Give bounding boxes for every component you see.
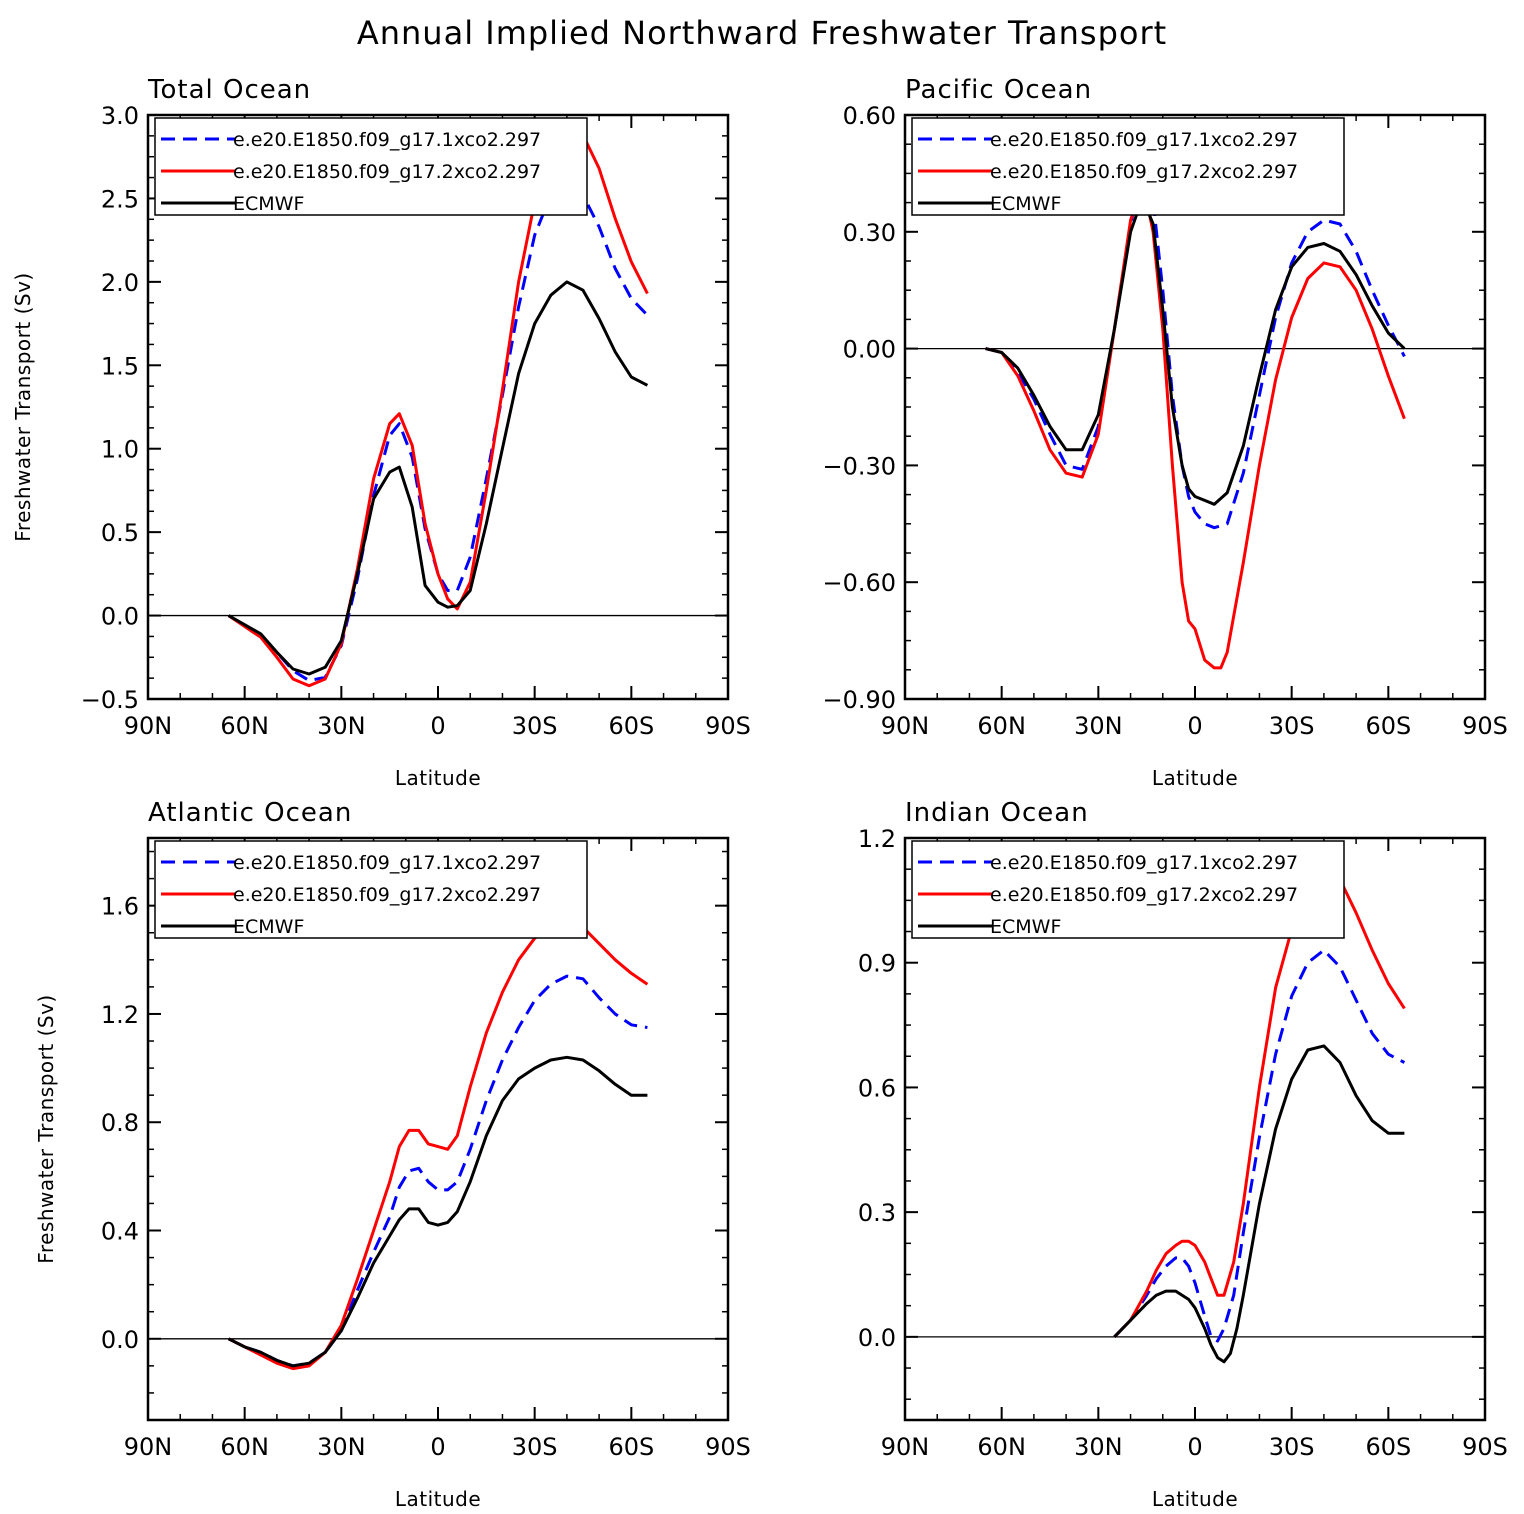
indian-x-axis-label: Latitude: [1152, 1487, 1238, 1511]
pacific-legend-label: e.e20.E1850.f09_g17.1xco2.297: [990, 129, 1298, 151]
atlantic-panel-title: Atlantic Ocean: [148, 798, 352, 828]
indian-x-tick-label: 30S: [1269, 1433, 1315, 1461]
atlantic-legend: [154, 840, 588, 939]
total-legend-label: e.e20.E1850.f09_g17.2xco2.297: [233, 161, 541, 183]
atlantic-y-tick-label: 1.2: [101, 1001, 139, 1029]
indian-panel: Indian Ocean 0.0 0.3 0.6 0.9 1.2 90N 60N 30N 0 30S…: [858, 798, 1508, 1511]
indian-y-tick-label: 1.2: [858, 825, 896, 853]
indian-y-tick-label: 0.9: [858, 950, 896, 978]
indian-legend: [911, 840, 1345, 939]
total-y-tick-label: 2.5: [101, 185, 139, 213]
pacific-panel-title: Pacific Ocean: [905, 75, 1092, 105]
pacific-panel: Pacific Ocean −0.90 −0.60 −0.30 0.00 0.30 0.60…: [822, 75, 1507, 790]
indian-x-tick-label: 90S: [1462, 1433, 1508, 1461]
total-series-ecmwf-line: [227, 280, 649, 676]
pacific-series-ecmwf-line: [985, 203, 1406, 506]
total-y-axis-label: Freshwater Transport (Sv): [11, 272, 35, 541]
atlantic-legend-label: ECMWF: [233, 916, 304, 938]
atlantic-x-tick-label: 60S: [608, 1433, 654, 1461]
total-y-tick-label: 3.0: [101, 102, 139, 130]
indian-legend-label: e.e20.E1850.f09_g17.2xco2.297: [990, 884, 1298, 906]
indian-x-tick-label: 60N: [977, 1433, 1026, 1461]
indian-y-tick-label: 0.3: [858, 1199, 896, 1227]
atlantic-x-tick-label: 60N: [220, 1433, 269, 1461]
atlantic-y-tick-label: 0.4: [101, 1218, 139, 1246]
indian-legend-label: e.e20.E1850.f09_g17.1xco2.297: [990, 852, 1298, 874]
atlantic-x-tick-label: 90N: [124, 1433, 173, 1461]
atlantic-y-tick-label: 1.6: [101, 893, 139, 921]
total-legend: [154, 117, 588, 216]
atlantic-legend-label: e.e20.E1850.f09_g17.2xco2.297: [233, 884, 541, 906]
total-y-tick-label: 1.5: [101, 352, 139, 380]
indian-x-tick-label: 90N: [881, 1433, 930, 1461]
pacific-x-tick-label: 90S: [1462, 712, 1508, 740]
total-x-tick-label: 30S: [512, 712, 558, 740]
atlantic-x-tick-label: 0: [430, 1433, 445, 1461]
total-x-tick-label: 60N: [220, 712, 269, 740]
total-legend-label: e.e20.E1850.f09_g17.1xco2.297: [233, 129, 541, 151]
indian-legend-label: ECMWF: [990, 916, 1061, 938]
total-series-run1-line: [227, 178, 649, 683]
atlantic-plot-frame: [146, 836, 730, 1422]
total-x-tick-label: 0: [430, 712, 445, 740]
pacific-x-tick-label: 30S: [1269, 712, 1315, 740]
total-y-tick-label: 1.0: [101, 436, 139, 464]
total-legend-label: ECMWF: [233, 193, 304, 215]
total-x-tick-label: 30N: [317, 712, 366, 740]
pacific-legend-label: e.e20.E1850.f09_g17.2xco2.297: [990, 161, 1298, 183]
indian-series-ecmwf-line: [1113, 1044, 1405, 1364]
atlantic-series-run2-line: [227, 917, 649, 1371]
total-y-tick-label: 0.0: [101, 603, 139, 631]
pacific-y-tick-label: −0.90: [822, 686, 896, 714]
pacific-y-tick-label: 0.30: [843, 219, 896, 247]
pacific-x-tick-label: 0: [1187, 712, 1202, 740]
pacific-y-tick-label: −0.60: [822, 569, 896, 597]
pacific-x-tick-label: 30N: [1074, 712, 1123, 740]
indian-series-run1-line: [1113, 948, 1406, 1343]
panels: Total Ocean −0.5 0.0 0.5 1.0 1.5 2.0 2.5 3.0 90N 6…: [11, 75, 1508, 1511]
atlantic-y-tick-label: 0.0: [101, 1326, 139, 1354]
total-panel-title: Total Ocean: [147, 75, 311, 105]
total-y-tick-label: −0.5: [81, 686, 139, 714]
atlantic-legend-label: e.e20.E1850.f09_g17.1xco2.297: [233, 852, 541, 874]
pacific-legend-label: ECMWF: [990, 193, 1061, 215]
total-x-tick-label: 60S: [608, 712, 654, 740]
total-panel: Total Ocean −0.5 0.0 0.5 1.0 1.5 2.0 2.5 3.0 90N 6…: [11, 75, 751, 790]
atlantic-x-tick-label: 90S: [705, 1433, 751, 1461]
total-y-tick-label: 2.0: [101, 269, 139, 297]
atlantic-series-run1-line: [227, 974, 648, 1368]
pacific-x-tick-label: 60N: [977, 712, 1026, 740]
pacific-y-tick-label: −0.30: [822, 452, 896, 480]
pacific-plot-frame: [903, 113, 1487, 701]
indian-plot-frame: [903, 836, 1487, 1422]
atlantic-panel: Atlantic Ocean 0.0 0.4 0.8 1.2 1.6 90N 60N 30N 0 3…: [34, 798, 751, 1511]
atlantic-series-ecmwf-line: [227, 1055, 648, 1368]
total-x-tick-label: 90S: [705, 712, 751, 740]
pacific-series-run1-line: [985, 179, 1406, 530]
figure-title: Annual Implied Northward Freshwater Tran…: [357, 14, 1167, 52]
pacific-y-tick-label: 0.60: [843, 102, 896, 130]
indian-x-tick-label: 30N: [1074, 1433, 1123, 1461]
atlantic-x-tick-label: 30S: [512, 1433, 558, 1461]
pacific-x-tick-label: 90N: [881, 712, 930, 740]
pacific-legend: [911, 117, 1345, 216]
atlantic-x-tick-label: 30N: [317, 1433, 366, 1461]
atlantic-x-axis-label: Latitude: [395, 1487, 481, 1511]
pacific-x-tick-label: 60S: [1365, 712, 1411, 740]
pacific-y-tick-label: 0.00: [843, 336, 896, 364]
indian-x-tick-label: 0: [1187, 1433, 1202, 1461]
indian-x-tick-label: 60S: [1365, 1433, 1411, 1461]
total-x-tick-label: 90N: [124, 712, 173, 740]
total-y-tick-label: 0.5: [101, 519, 139, 547]
pacific-series-run2-line: [985, 191, 1406, 670]
indian-y-tick-label: 0.6: [858, 1074, 896, 1102]
atlantic-y-axis-label: Freshwater Transport (Sv): [34, 994, 58, 1263]
pacific-x-axis-label: Latitude: [1152, 766, 1238, 790]
indian-panel-title: Indian Ocean: [905, 798, 1089, 828]
indian-y-tick-label: 0.0: [858, 1324, 896, 1352]
total-plot-frame: [146, 113, 730, 701]
atlantic-y-tick-label: 0.8: [101, 1109, 139, 1137]
total-x-axis-label: Latitude: [395, 766, 481, 790]
